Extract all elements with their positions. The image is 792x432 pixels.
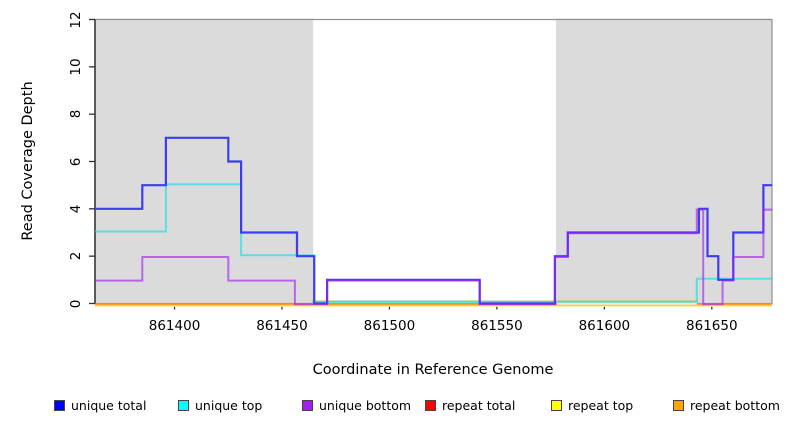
x-tick-label: 861450	[256, 318, 308, 334]
legend-swatch-icon	[425, 399, 436, 411]
x-tick-label: 861550	[471, 318, 523, 334]
legend-swatch-icon	[551, 399, 562, 411]
legend-swatch-icon	[673, 399, 684, 411]
legend-label: repeat total	[442, 397, 516, 413]
y-tick-label: 10	[68, 58, 84, 76]
repeat-region-right	[556, 18, 772, 304]
legend-label: unique bottom	[319, 397, 412, 413]
legend-item-unique-bottom: unique bottom	[302, 396, 411, 414]
y-tick-label: 4	[68, 204, 84, 214]
legend-swatch-icon	[302, 399, 313, 411]
legend-item-unique-top: unique top	[178, 396, 262, 414]
y-axis-title: Read Coverage Depth	[20, 81, 36, 241]
x-tick-label: 861400	[148, 318, 201, 334]
x-axis-title: Coordinate in Reference Genome	[312, 362, 554, 378]
y-tick-label: 8	[68, 109, 84, 119]
x-tick-label: 861600	[578, 318, 631, 334]
repeat-region-left	[95, 18, 314, 304]
legend-label: repeat top	[568, 397, 634, 413]
legend-swatch-icon	[54, 399, 65, 411]
x-tick-label: 861500	[363, 318, 416, 334]
y-tick-label: 12	[68, 10, 84, 29]
legend-label: unique top	[195, 397, 263, 413]
legend-label: repeat bottom	[690, 397, 780, 413]
series-unique-bottom	[95, 208, 772, 306]
series-layer	[95, 136, 772, 307]
series-unique-top	[95, 183, 772, 304]
legend-item-repeat-bottom: repeat bottom	[673, 396, 780, 414]
y-tick-label: 0	[68, 299, 84, 308]
legend-item-repeat-total: repeat total	[425, 396, 515, 414]
chart-legend: unique total unique top unique bottom repea…	[0, 396, 792, 416]
y-tick-label: 2	[68, 251, 84, 261]
legend-label: unique total	[71, 397, 147, 413]
legend-item-repeat-top: repeat top	[551, 396, 633, 414]
legend-item-unique-total: unique total	[54, 396, 146, 414]
x-tick-label: 861650	[686, 318, 738, 334]
y-tick-label: 6	[68, 157, 84, 166]
legend-swatch-icon	[178, 399, 189, 411]
